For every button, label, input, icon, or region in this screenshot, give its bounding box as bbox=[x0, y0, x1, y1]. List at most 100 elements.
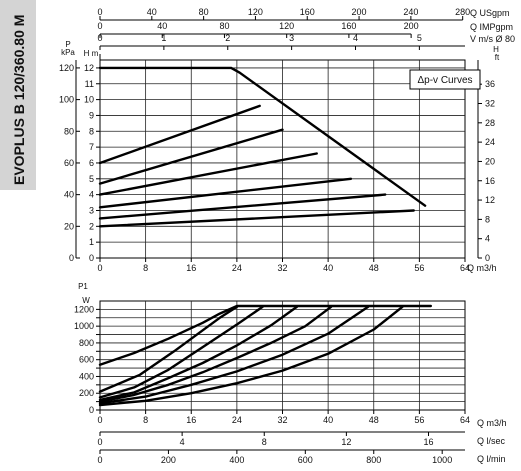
kpa-axis-label-unit: kPa bbox=[61, 48, 75, 57]
head-curve-5 bbox=[98, 193, 387, 220]
top-h-m-tick-label: 6 bbox=[89, 158, 94, 168]
legend-box bbox=[409, 69, 481, 90]
top-secondary-tick-label: 0 bbox=[97, 33, 102, 43]
bottom-axis-tick-label: 200 bbox=[161, 455, 176, 465]
legend-label: Δp-v Curves bbox=[417, 75, 472, 86]
top-secondary-axis-unit: V m/s Ø 80 bbox=[470, 34, 515, 44]
bottom-y-tick-label: 800 bbox=[79, 338, 94, 348]
bottom-y-tick-label: 1200 bbox=[74, 304, 94, 314]
bottom-axis-tick-label: 40 bbox=[323, 415, 333, 425]
top-secondary-tick-label: 80 bbox=[219, 21, 229, 31]
top-secondary-tick-label: 160 bbox=[341, 21, 356, 31]
top-h-m-axis-label: H m bbox=[84, 49, 99, 58]
top-h-m-tick-label: 10 bbox=[84, 95, 94, 105]
power-curve-6 bbox=[98, 305, 404, 407]
bottom-axis-tick-label: 4 bbox=[180, 437, 185, 447]
top-secondary-tick-label: 200 bbox=[404, 21, 419, 31]
bottom-y-tick-label: 0 bbox=[89, 405, 94, 415]
top-secondary-tick-label: 40 bbox=[157, 21, 167, 31]
ft-tick-label: 4 bbox=[485, 234, 490, 244]
ft-tick-label: 8 bbox=[485, 214, 490, 224]
top-h-m-tick-label: 9 bbox=[89, 110, 94, 120]
ft-tick-label: 12 bbox=[485, 195, 495, 205]
top-secondary-tick-label: 200 bbox=[352, 7, 367, 17]
head-curve-1 bbox=[98, 104, 261, 165]
top-secondary-tick-label: 5 bbox=[417, 33, 422, 43]
bottom-axis-tick-label: 12 bbox=[341, 437, 351, 447]
bottom-y-axis-label-p1: P1 bbox=[78, 282, 88, 291]
ft-tick-label: 28 bbox=[485, 118, 495, 128]
bottom-axis-tick-label: 8 bbox=[143, 415, 148, 425]
bottom-axis-unit: Q l/min bbox=[477, 454, 506, 464]
top-h-m-tick-label: 7 bbox=[89, 142, 94, 152]
bottom-y-axis-label-unit: W bbox=[82, 296, 90, 305]
top-secondary-tick-label: 240 bbox=[403, 7, 418, 17]
ft-tick-label: 24 bbox=[485, 137, 495, 147]
top-x-tick-label: 8 bbox=[143, 263, 148, 273]
power-curve-4 bbox=[98, 305, 333, 403]
top-secondary-tick-label: 120 bbox=[248, 7, 263, 17]
top-secondary-tick-label: 4 bbox=[353, 33, 358, 43]
head-curve-6 bbox=[98, 209, 415, 228]
top-x-axis-unit: Q m3/h bbox=[467, 263, 497, 273]
bottom-y-tick-label: 600 bbox=[79, 355, 94, 365]
top-x-tick-label: 24 bbox=[232, 263, 242, 273]
product-title: EVOPLUS B 120/360.80 M bbox=[11, 15, 27, 185]
power-curve-3 bbox=[98, 305, 298, 402]
kpa-tick-label: 40 bbox=[64, 190, 74, 200]
bottom-axis-tick-label: 64 bbox=[460, 415, 470, 425]
bottom-axis-tick-label: 600 bbox=[298, 455, 313, 465]
power-curve-1 bbox=[98, 305, 239, 393]
top-secondary-tick-label: 0 bbox=[97, 21, 102, 31]
head-curve-0 bbox=[98, 66, 427, 207]
top-x-tick-label: 16 bbox=[186, 263, 196, 273]
head-curve-3 bbox=[98, 152, 318, 196]
top-h-m-tick-label: 1 bbox=[89, 237, 94, 247]
head-curve-2 bbox=[98, 128, 284, 185]
sidebar-title-svg: EVOPLUS B 120/360.80 M bbox=[11, 15, 27, 185]
ft-tick-label: 16 bbox=[485, 176, 495, 186]
top-secondary-tick-label: 1 bbox=[161, 33, 166, 43]
top-secondary-tick-label: 160 bbox=[300, 7, 315, 17]
ft-tick-label: 36 bbox=[485, 79, 495, 89]
bottom-axis-tick-label: 0 bbox=[97, 437, 102, 447]
bottom-axis-tick-label: 16 bbox=[186, 415, 196, 425]
bottom-y-tick-label: 200 bbox=[79, 388, 94, 398]
top-h-m-tick-label: 8 bbox=[89, 126, 94, 136]
top-h-m-tick-label: 0 bbox=[89, 253, 94, 263]
bottom-axis-tick-label: 32 bbox=[277, 415, 287, 425]
bottom-axis-tick-label: 800 bbox=[366, 455, 381, 465]
bottom-y-tick-label: 400 bbox=[79, 371, 94, 381]
top-x-tick-label: 32 bbox=[277, 263, 287, 273]
kpa-tick-label: 20 bbox=[64, 221, 74, 231]
bottom-axis-tick-label: 24 bbox=[232, 415, 242, 425]
kpa-tick-label: 80 bbox=[64, 126, 74, 136]
top-secondary-tick-label: 3 bbox=[289, 33, 294, 43]
top-h-m-tick-label: 12 bbox=[84, 63, 94, 73]
kpa-tick-label: 120 bbox=[59, 63, 74, 73]
top-secondary-tick-label: 80 bbox=[199, 7, 209, 17]
top-x-tick-label: 0 bbox=[97, 263, 102, 273]
kpa-tick-label: 60 bbox=[64, 158, 74, 168]
power-curve-5 bbox=[98, 305, 370, 405]
bottom-axis-tick-label: 0 bbox=[97, 415, 102, 425]
kpa-tick-label: 0 bbox=[69, 253, 74, 263]
ft-tick-label: 20 bbox=[485, 156, 495, 166]
bottom-axis-unit: Q m3/h bbox=[477, 418, 507, 428]
top-secondary-axis-unit: Q USgpm bbox=[470, 8, 510, 18]
ft-axis-label-unit: ft bbox=[495, 53, 500, 62]
top-h-m-tick-label: 4 bbox=[89, 190, 94, 200]
bottom-axis-tick-label: 56 bbox=[414, 415, 424, 425]
top-secondary-tick-label: 120 bbox=[279, 21, 294, 31]
ft-tick-label: 32 bbox=[485, 99, 495, 109]
bottom-axis-unit: Q l/sec bbox=[477, 436, 506, 446]
bottom-axis-tick-label: 16 bbox=[423, 437, 433, 447]
bottom-axis-tick-label: 48 bbox=[369, 415, 379, 425]
bottom-axis-tick-label: 1000 bbox=[432, 455, 452, 465]
sidebar-band: EVOPLUS B 120/360.80 M bbox=[0, 0, 36, 190]
head-curve-4 bbox=[98, 177, 353, 209]
top-x-tick-label: 64 bbox=[460, 263, 470, 273]
power-curve-2 bbox=[98, 305, 264, 399]
bottom-y-tick-label: 1000 bbox=[74, 321, 94, 331]
